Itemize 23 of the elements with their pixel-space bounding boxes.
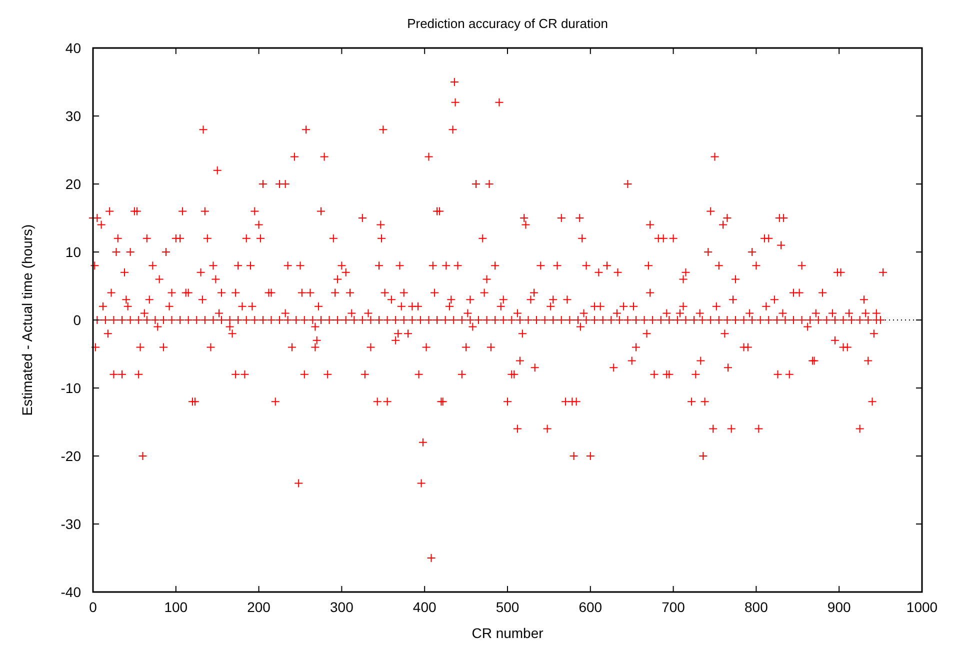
y-tick-label: 40 (65, 40, 82, 56)
x-tick-label: 0 (89, 599, 98, 615)
x-tick-label: 800 (744, 599, 768, 615)
y-tick-label: 20 (65, 176, 82, 192)
x-tick-label: 700 (662, 599, 686, 615)
y-tick-label: -30 (60, 516, 82, 532)
x-tick-label: 900 (827, 599, 851, 615)
x-tick-label: 300 (330, 599, 354, 615)
y-tick-label: 30 (65, 108, 82, 124)
x-tick-label: 500 (496, 599, 520, 615)
x-tick-label: 400 (412, 599, 436, 615)
y-tick-label: -10 (60, 380, 82, 396)
chart-title: Prediction accuracy of CR duration (407, 16, 608, 31)
y-tick-label: -40 (60, 584, 82, 600)
x-tick-label: 200 (247, 599, 271, 615)
x-tick-label: 600 (578, 599, 602, 615)
y-axis-title: Estimated - Actual time (hours) (19, 224, 35, 416)
x-tick-label: 100 (164, 599, 188, 615)
x-tick-label: 1000 (906, 599, 938, 615)
y-tick-label: -20 (60, 448, 82, 464)
y-tick-label: 0 (73, 312, 82, 328)
y-tick-label: 10 (65, 244, 82, 260)
x-axis-title: CR number (472, 625, 544, 641)
